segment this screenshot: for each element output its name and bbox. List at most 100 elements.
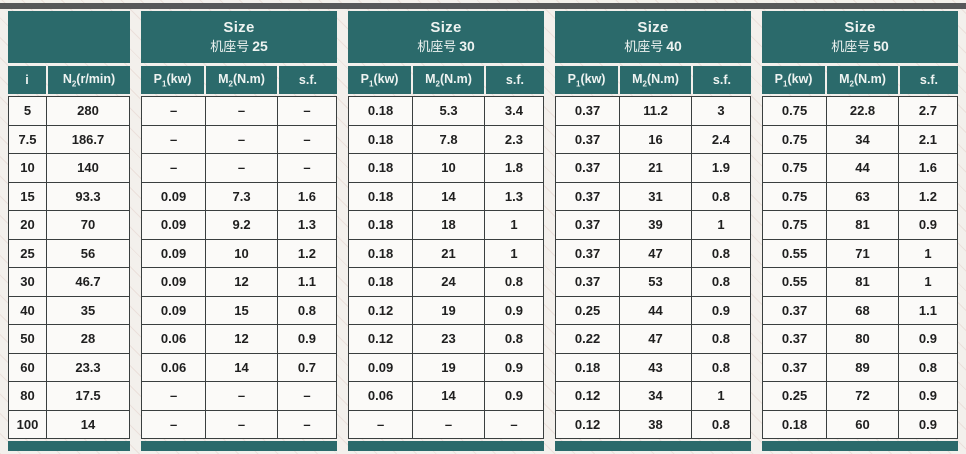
cell-output-torque-m2: 18 — [413, 211, 484, 239]
cell-service-factor: – — [484, 410, 543, 438]
cell-output-torque-m2: 16 — [620, 125, 691, 153]
cell-input-power-p1: – — [142, 410, 206, 438]
cell-service-factor: – — [277, 382, 336, 410]
cell-service-factor: 1.6 — [277, 182, 336, 210]
cell-input-power-p1: 0.75 — [763, 154, 827, 182]
cell-ratio-i: 15 — [9, 182, 46, 210]
cell-ratio-i: 50 — [9, 325, 46, 353]
cell-output-torque-m2: 11.2 — [620, 97, 691, 125]
size-block-header: Size 机座号 25 — [141, 11, 337, 63]
sf-label: s.f. — [712, 73, 731, 87]
cell-input-power-p1: 0.18 — [349, 97, 413, 125]
size-title-cn: 机座号 25 — [210, 37, 268, 54]
col-header-input-power-p1: P1(kw) — [141, 66, 205, 94]
cell-service-factor: 1.1 — [277, 268, 336, 296]
cell-output-torque-m2: 15 — [206, 296, 277, 324]
cell-service-factor: – — [277, 97, 336, 125]
cell-output-torque-m2: 47 — [620, 239, 691, 267]
p1-label: P1(kw) — [567, 71, 606, 89]
cell-input-power-p1: 0.06 — [142, 325, 206, 353]
sf-label: s.f. — [298, 73, 317, 87]
col-header-service-factor: s.f. — [278, 66, 337, 94]
cell-service-factor: 1.9 — [691, 154, 750, 182]
index-header-spacer — [8, 11, 130, 63]
spec-sheet-page: i N2(r/min) 5 280 7.5 186.7 10 140 15 93.3 20 70 2… — [0, 9, 966, 451]
cell-output-speed-n2: 35 — [47, 296, 129, 324]
cell-input-power-p1: 0.18 — [349, 182, 413, 210]
col-header-output-torque-m2: M2(N.m) — [413, 66, 484, 94]
speed-label: N2(r/min) — [62, 71, 116, 89]
cell-service-factor: 0.9 — [898, 382, 957, 410]
cell-input-power-p1: – — [142, 154, 206, 182]
cell-input-power-p1: 0.75 — [763, 97, 827, 125]
cell-ratio-i: 60 — [9, 353, 46, 381]
cell-service-factor: 2.7 — [898, 97, 957, 125]
col-header-input-power-p1: P1(kw) — [555, 66, 619, 94]
cell-service-factor: 0.9 — [484, 296, 543, 324]
cell-service-factor: 0.8 — [691, 410, 750, 438]
cell-output-torque-m2: 14 — [206, 353, 277, 381]
cell-service-factor: 2.4 — [691, 125, 750, 153]
bottom-stripe — [348, 441, 544, 451]
cell-service-factor: 3.4 — [484, 97, 543, 125]
cell-service-factor: 0.8 — [898, 353, 957, 381]
cell-output-torque-m2: 71 — [827, 239, 898, 267]
index-block: i N2(r/min) 5 280 7.5 186.7 10 140 15 93.3 20 70 2… — [8, 11, 130, 451]
size-block-50: Size 机座号 50 P1(kw) M2(N.m) s.f. 0.75 22.8 2… — [762, 11, 958, 451]
cell-output-torque-m2: 24 — [413, 268, 484, 296]
cell-service-factor: 0.8 — [691, 182, 750, 210]
cell-input-power-p1: – — [142, 97, 206, 125]
cell-output-speed-n2: 140 — [47, 154, 129, 182]
size-block-header: Size 机座号 50 — [762, 11, 958, 63]
cell-service-factor: 3 — [691, 97, 750, 125]
cell-output-torque-m2: 14 — [413, 382, 484, 410]
cell-input-power-p1: 0.37 — [556, 268, 620, 296]
cell-input-power-p1: 0.09 — [142, 211, 206, 239]
bottom-stripe — [8, 441, 130, 451]
size-block-header: Size 机座号 30 — [348, 11, 544, 63]
cell-output-torque-m2: 44 — [827, 154, 898, 182]
cell-output-torque-m2: 19 — [413, 296, 484, 324]
cell-service-factor: 0.7 — [277, 353, 336, 381]
size-title-en: Size — [844, 18, 876, 36]
cell-input-power-p1: 0.37 — [763, 296, 827, 324]
col-header-input-power-p1: P1(kw) — [762, 66, 826, 94]
size-block-30: Size 机座号 30 P1(kw) M2(N.m) s.f. 0.18 5.3 3.… — [348, 11, 544, 451]
cell-output-torque-m2: – — [206, 410, 277, 438]
cell-input-power-p1: 0.25 — [763, 382, 827, 410]
col-header-service-factor: s.f. — [485, 66, 544, 94]
size-title-en: Size — [430, 18, 462, 36]
index-column-headers: i N2(r/min) — [8, 66, 130, 94]
cell-input-power-p1: 0.37 — [556, 125, 620, 153]
cell-service-factor: 1 — [898, 268, 957, 296]
cell-output-speed-n2: 14 — [47, 410, 129, 438]
cell-input-power-p1: 0.18 — [349, 154, 413, 182]
cell-ratio-i: 25 — [9, 239, 46, 267]
sf-label: s.f. — [505, 73, 524, 87]
cell-output-torque-m2: – — [206, 97, 277, 125]
cell-input-power-p1: 0.22 — [556, 325, 620, 353]
cell-ratio-i: 40 — [9, 296, 46, 324]
cell-input-power-p1: 0.18 — [556, 353, 620, 381]
cell-output-speed-n2: 280 — [47, 97, 129, 125]
cell-output-torque-m2: 81 — [827, 268, 898, 296]
cell-input-power-p1: 0.18 — [349, 268, 413, 296]
cell-input-power-p1: 0.37 — [556, 239, 620, 267]
cell-service-factor: 0.8 — [484, 268, 543, 296]
size-data-grid: – – – – – – – – –0.09 7.3 1.6 0.09 9.2 1.3 0.09 10 1.2 0.… — [141, 96, 337, 439]
size-column-headers: P1(kw) M2(N.m) s.f. — [141, 66, 337, 94]
size-data-grid: 0.37 11.2 3 0.37 16 2.4 0.37 21 1.9 0.37 31 0.8 0.37… — [555, 96, 751, 439]
cell-input-power-p1: 0.37 — [556, 154, 620, 182]
cell-input-power-p1: 0.75 — [763, 125, 827, 153]
cell-ratio-i: 30 — [9, 268, 46, 296]
cell-output-torque-m2: 39 — [620, 211, 691, 239]
size-column-headers: P1(kw) M2(N.m) s.f. — [555, 66, 751, 94]
col-header-output-torque-m2: M2(N.m) — [206, 66, 277, 94]
cell-input-power-p1: 0.12 — [556, 382, 620, 410]
cell-service-factor: 0.9 — [484, 353, 543, 381]
sf-label: s.f. — [919, 73, 938, 87]
size-block-25: Size 机座号 25 P1(kw) M2(N.m) s.f. – – – – – – – – –… — [141, 11, 337, 451]
col-header-service-factor: s.f. — [899, 66, 958, 94]
cell-output-torque-m2: 12 — [206, 325, 277, 353]
cell-service-factor: 0.9 — [898, 211, 957, 239]
